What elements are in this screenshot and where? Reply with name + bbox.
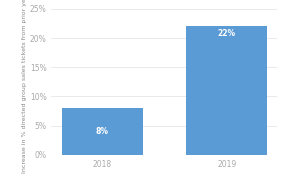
Text: 22%: 22% (218, 29, 236, 38)
Y-axis label: Increase in % directed group sales tickets from prior year: Increase in % directed group sales ticke… (22, 0, 27, 172)
Bar (62, 108, 143, 155)
Bar (186, 26, 267, 155)
Text: 8%: 8% (96, 127, 109, 136)
